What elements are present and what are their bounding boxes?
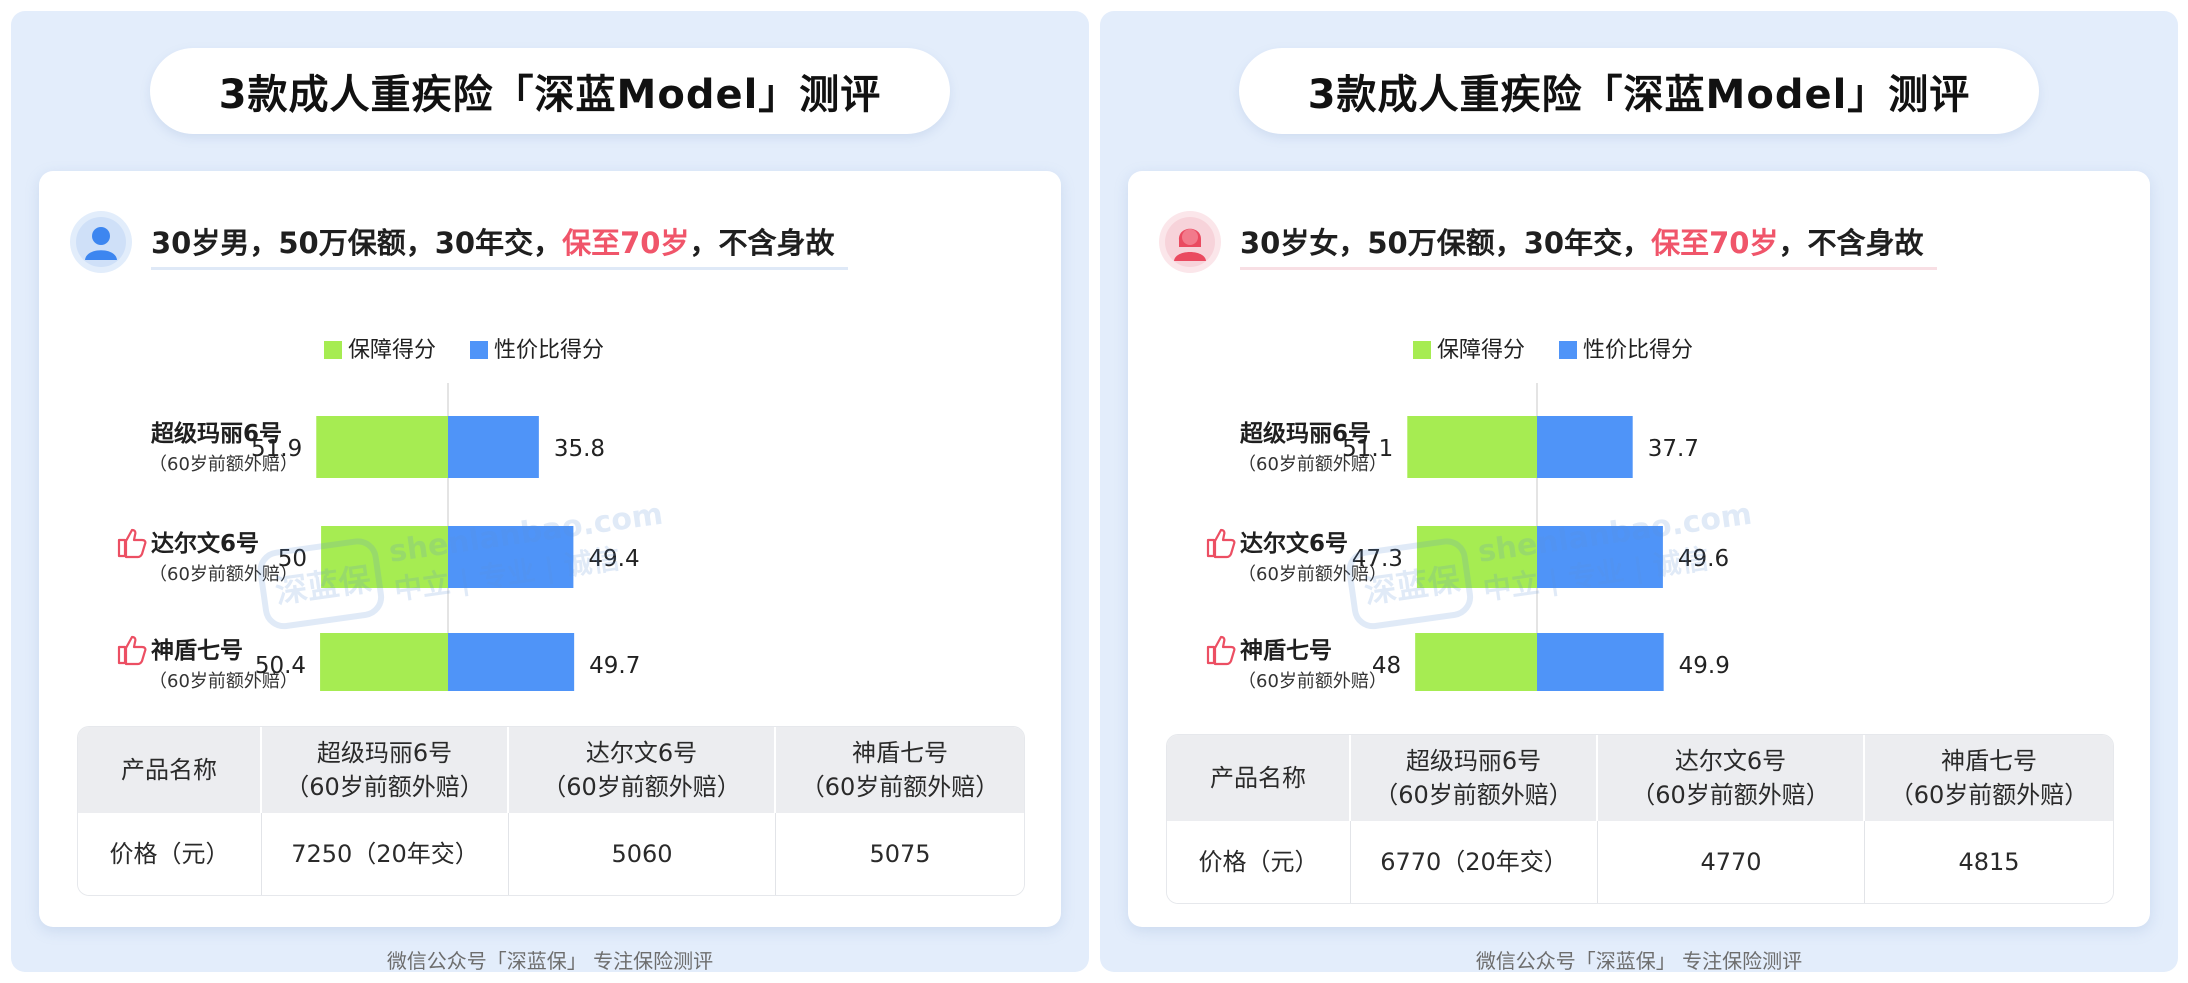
price-table: 产品名称 超级玛丽6号 （60岁前额外赔） 达尔文6号 （60岁前额外赔） 神盾七号 （60… (77, 726, 1025, 896)
bar-coverage-score (320, 633, 448, 691)
legend-swatch (470, 341, 488, 359)
bar-coverage-score (316, 416, 448, 478)
thumbs-up-icon (117, 635, 147, 666)
footer-text: 微信公众号「深蓝保」 专注保险测评 (1475, 949, 1803, 973)
scenario-text: 30岁女，50万保额，30年交， (1240, 226, 1652, 260)
product-subtitle: （60岁前额外赔） (1238, 564, 1387, 585)
thumbs-up-path (1206, 528, 1236, 559)
product-subtitle: （60岁前额外赔） (1238, 671, 1387, 691)
legend-label: 保障得分 (1437, 338, 1525, 363)
thumbs-up-icon (117, 528, 147, 559)
table-header-cell: 达尔文6号 （60岁前额外赔） (1598, 735, 1865, 821)
table-row: 价格（元） 6770（20年交） 4770 4815 (1167, 821, 2113, 903)
product-name: 达尔文6号 (1240, 530, 1348, 557)
bar-coverage-score (1407, 416, 1537, 478)
table-cell: 4770 (1598, 821, 1865, 903)
male-user-icon (70, 211, 132, 273)
bar-coverage-score (321, 526, 448, 588)
scenario-text: 30岁男，50万保额，30年交， (151, 226, 563, 260)
product-name: 神盾七号 (1240, 637, 1332, 664)
female-user-icon (1159, 211, 1221, 273)
legend-label: 性价比得分 (494, 338, 604, 363)
panel-title: 3款成人重疾险「深蓝Model」测评 (150, 48, 950, 134)
table-header-cell: 产品名称 (1167, 735, 1351, 821)
product-name: 神盾七号 (151, 637, 243, 664)
bar-value-score (448, 526, 574, 588)
legend-swatch (1413, 341, 1431, 359)
bar-coverage-score (1415, 633, 1537, 691)
bar-value-score (448, 633, 575, 691)
table-header-cell: 神盾七号 （60岁前额外赔） (1889, 747, 2089, 809)
product-subtitle: （60岁前额外赔） (149, 564, 298, 585)
score-chart: 保障得分 性价比得分 超级玛丽6号 （60岁前额外赔） 51.1 37.7 达尔文6号 （60… (1128, 311, 2150, 691)
value-score-label: 49.4 (588, 546, 639, 572)
table-header-row: 产品名称 超级玛丽6号 （60岁前额外赔） 达尔文6号 （60岁前额外赔） 神盾七号 （60… (78, 727, 1024, 813)
scenario-heading: 30岁女，50万保额，30年交， 保至70岁 ，不含身故 (1240, 215, 1938, 270)
thumbs-up-path (117, 635, 147, 666)
thumbs-up-icon (1206, 528, 1236, 559)
value-score-label: 49.6 (1678, 546, 1729, 572)
product-subtitle: （60岁前额外赔） (149, 454, 298, 475)
table-cell: 价格（元） (78, 813, 262, 895)
table-header-row: 产品名称 超级玛丽6号 （60岁前额外赔） 达尔文6号 （60岁前额外赔） 神盾七号 （60… (1167, 735, 2113, 821)
table-header-cell: 超级玛丽6号 （60岁前额外赔） (262, 727, 509, 813)
table-cell: 5060 (509, 813, 776, 895)
panel-title: 3款成人重疾险「深蓝Model」测评 (1239, 48, 2039, 134)
thumbs-up-path (1206, 635, 1236, 666)
product-name: 达尔文6号 (151, 530, 259, 557)
coverage-score-label: 51.9 (251, 436, 302, 462)
table-header-cell: 超级玛丽6号 （60岁前额外赔） (1351, 735, 1598, 821)
bar-coverage-score (1416, 526, 1537, 588)
bar-value-score (1537, 633, 1664, 691)
watermark-logo-frame (257, 538, 385, 630)
bar-value-score (1537, 526, 1663, 588)
thumbs-up-icon (1206, 635, 1236, 666)
legend-swatch (324, 341, 342, 359)
scenario-highlight: 保至70岁 (1651, 226, 1779, 260)
value-score-label: 35.8 (554, 436, 605, 462)
scenario-heading: 30岁男，50万保额，30年交， 保至70岁 ，不含身故 (151, 215, 849, 270)
coverage-score-label: 51.1 (1342, 436, 1393, 462)
table-cell: 6770（20年交） (1351, 821, 1598, 903)
product-subtitle: （60岁前额外赔） (149, 671, 298, 691)
score-chart: 保障得分 性价比得分 超级玛丽6号 （60岁前额外赔） 51.9 35.8 达尔文6号 （60… (39, 311, 1061, 691)
value-score-label: 37.7 (1648, 436, 1699, 462)
table-header-cell: 神盾七号 （60岁前额外赔） (800, 739, 1000, 801)
table-cell: 4815 (1958, 848, 2020, 876)
legend-swatch (1559, 341, 1577, 359)
product-name: 超级玛丽6号 (1240, 420, 1371, 447)
table-row: 价格（元） 7250（20年交） 5060 5075 (78, 813, 1024, 895)
coverage-score-label: 47.3 (1352, 546, 1403, 572)
bar-value-score (448, 416, 539, 478)
bar-value-score (1537, 416, 1633, 478)
scenario-text-end: ，不含身故 (1778, 226, 1924, 260)
price-table: 产品名称 超级玛丽6号 （60岁前额外赔） 达尔文6号 （60岁前额外赔） 神盾七号 （60… (1166, 734, 2114, 904)
table-header-cell: 产品名称 (78, 727, 262, 813)
scenario-text-end: ，不含身故 (689, 226, 835, 260)
coverage-score-label: 50 (278, 546, 307, 572)
watermark-logo-frame (1346, 538, 1474, 630)
footer-text: 微信公众号「深蓝保」 专注保险测评 (386, 949, 714, 973)
product-name: 超级玛丽6号 (151, 420, 282, 447)
legend-label: 性价比得分 (1583, 338, 1693, 363)
coverage-score-label: 48 (1372, 653, 1401, 679)
panel-male: 3款成人重疾险「深蓝Model」测评 30岁男，50万保额，30年交， 保至70岁… (11, 11, 1089, 973)
product-subtitle: （60岁前额外赔） (1238, 454, 1387, 475)
coverage-score-label: 50.4 (255, 653, 306, 679)
table-header-cell: 达尔文6号 （60岁前额外赔） (509, 727, 776, 813)
table-cell: 5075 (869, 840, 931, 868)
table-cell: 7250（20年交） (262, 813, 509, 895)
thumbs-up-path (117, 528, 147, 559)
content-card: 30岁男，50万保额，30年交， 保至70岁 ，不含身故 保障得分 性价比得分超级玛丽… (39, 171, 1061, 927)
table-cell: 价格（元） (1167, 821, 1351, 903)
legend-label: 保障得分 (348, 338, 436, 363)
content-card: 30岁女，50万保额，30年交， 保至70岁 ，不含身故 保障得分 性价比得分超级玛丽… (1128, 171, 2150, 927)
value-score-label: 49.9 (1679, 653, 1730, 679)
panel-female: 3款成人重疾险「深蓝Model」测评 30岁女，50万保额，30年交， 保至70岁… (1100, 11, 2178, 973)
scenario-highlight: 保至70岁 (562, 226, 690, 260)
value-score-label: 49.7 (589, 653, 640, 679)
